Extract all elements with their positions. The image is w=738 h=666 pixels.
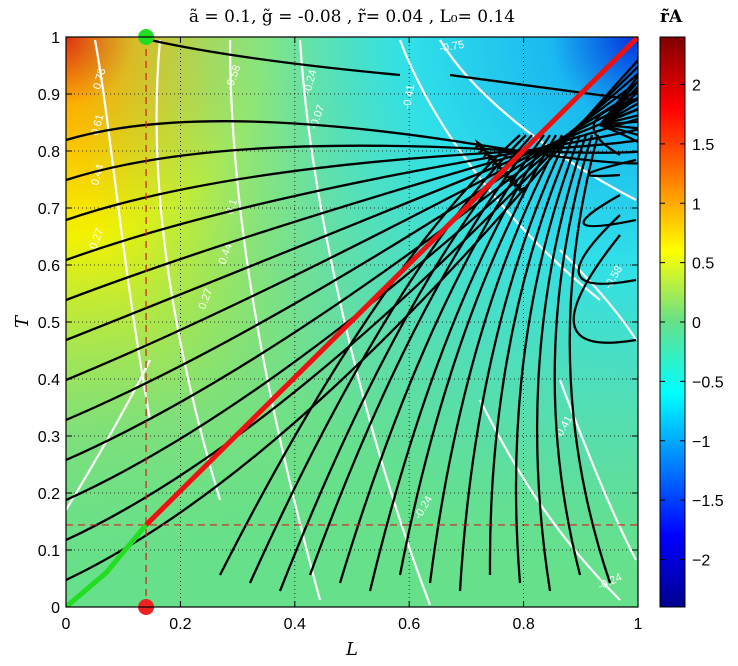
streamline (66, 120, 638, 262)
streamline (488, 134, 576, 576)
colorbar-tick-label: 0.5 (692, 256, 714, 273)
streamline (536, 134, 588, 592)
x-tick-label: 0.6 (398, 616, 420, 633)
x-tick-label: 0.4 (284, 616, 306, 633)
y-tick-label: 0.2 (38, 486, 60, 503)
colorbar-tick-label: 2 (692, 78, 701, 95)
streamline (428, 134, 564, 584)
streamline (449, 73, 637, 102)
x-tick-label: 0.8 (512, 616, 534, 633)
colorbar-tick-label: 0 (692, 315, 701, 332)
streamline (398, 134, 557, 576)
y-tick-label: 0.3 (38, 429, 60, 446)
streamline (308, 134, 539, 576)
streamline (514, 134, 582, 584)
y-ticks: 0 0.1 0.2 0.3 0.4 0.5 0.6 0.7 0.8 0.9 1 (38, 30, 638, 617)
colorbar-label: r̃A (660, 7, 683, 27)
streamline (572, 234, 637, 344)
contour-label: -0.75 (438, 39, 465, 55)
y-tick-label: 0.9 (38, 87, 60, 104)
y-tick-label: 0.6 (38, 258, 60, 275)
curves (66, 37, 638, 607)
colorbar-ticks: 2 1.5 1 0.5 0 −0.5 −1 −1.5 −2 (660, 78, 724, 570)
streamline (66, 65, 638, 542)
contour-line (298, 39, 432, 606)
y-tick-label: 0.1 (38, 543, 60, 560)
colorbar-tick-label: −2 (692, 553, 710, 570)
streamline (587, 158, 637, 178)
streamline (66, 58, 638, 582)
streamline (248, 134, 527, 584)
streamline (582, 193, 637, 228)
x-tick-label: 0.2 (169, 616, 191, 633)
y-tick-label: 0.4 (38, 372, 60, 389)
streamline (338, 134, 545, 584)
contour-label: 0.78 (91, 67, 108, 91)
x-axis-label: L (345, 639, 358, 660)
streamline (66, 114, 638, 302)
streamline (458, 134, 570, 592)
y-tick-label: 0 (51, 600, 60, 617)
contour-label: -0.41 (401, 84, 417, 111)
y-tick-label: 0.7 (38, 201, 60, 218)
streamline (218, 134, 521, 576)
contour-line (479, 399, 621, 601)
streamline (592, 98, 637, 156)
contour-line (93, 39, 152, 421)
colorbar-tick-label: −1 (692, 434, 710, 451)
y-tick-label: 0.8 (38, 144, 60, 161)
red-line (144, 37, 638, 527)
colorbar-tick-label: 1 (692, 196, 701, 213)
x-tick-label: 1 (634, 616, 643, 633)
streamline (553, 134, 594, 576)
streamline (149, 38, 401, 77)
y-tick-label: 0.5 (38, 315, 60, 332)
contour-line (155, 39, 222, 501)
colorbar-tick-label: −1.5 (692, 493, 724, 510)
x-ticks: 0 0.2 0.4 0.6 0.8 1 (62, 37, 643, 633)
x-tick-label: 0 (62, 616, 71, 633)
streamline (577, 214, 637, 285)
reference-lines (66, 37, 638, 607)
chart-title: ã = 0.1, g̃ = -0.08 , r̃= 0.04 , L₀= 0.1… (189, 7, 515, 27)
colorbar-tick-label: −0.5 (692, 374, 724, 391)
y-axis-label: T (12, 314, 33, 328)
contour-line (559, 249, 637, 341)
y-tick-label: 1 (51, 30, 60, 47)
contour-line (558, 379, 637, 561)
green-curve (66, 523, 148, 607)
contour-line (228, 39, 322, 601)
streamline (368, 134, 551, 592)
streamline (66, 123, 638, 222)
streamline (66, 98, 638, 382)
contour-line (439, 39, 637, 201)
colorbar-tick-label: 1.5 (692, 137, 714, 154)
streamline (568, 134, 612, 584)
streamline (66, 107, 638, 342)
